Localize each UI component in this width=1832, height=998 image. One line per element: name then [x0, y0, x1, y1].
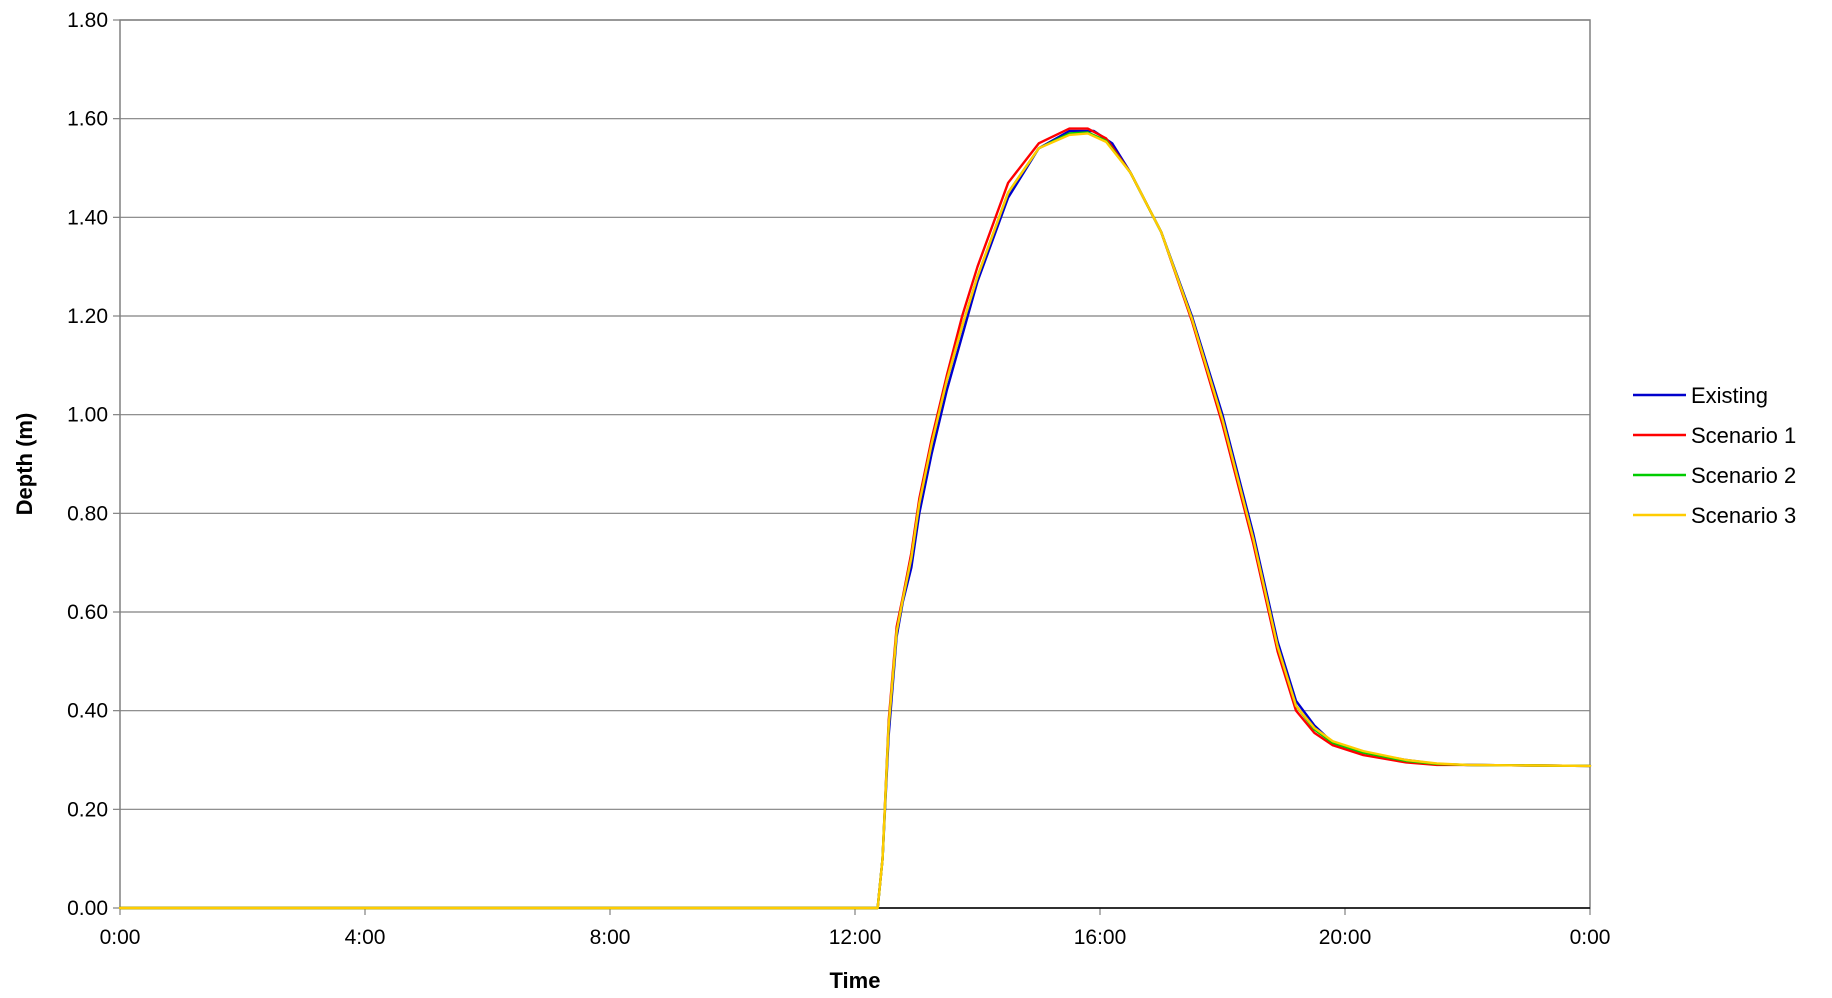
y-tick-label: 0.40 [67, 700, 108, 723]
y-tick-label: 1.00 [67, 404, 108, 427]
legend-item: Scenario 2 [1633, 463, 1796, 488]
y-axis-labels: 0.00 0.20 0.40 0.60 0.80 1.00 1.20 1.40 1.60 1.80 [67, 9, 108, 920]
y-tick-label: 1.20 [67, 305, 108, 328]
legend-label: Scenario 3 [1691, 503, 1796, 528]
y-axis-title: Depth (m) [12, 413, 37, 516]
y-tick-label: 0.00 [67, 897, 108, 920]
x-axis-labels: 0:00 4:00 8:00 12:00 16:00 20:00 0:00 [100, 926, 1611, 949]
x-tick-label: 8:00 [590, 926, 631, 949]
series-line-4 [118, 132, 1592, 910]
legend-item: Scenario 1 [1633, 423, 1796, 448]
y-tick-label: 0.20 [67, 798, 108, 821]
x-tick-label: 0:00 [100, 926, 141, 949]
x-tick-label: 16:00 [1074, 926, 1127, 949]
legend-label: Existing [1691, 383, 1768, 408]
x-tick-label: 20:00 [1319, 926, 1372, 949]
y-tick-label: 0.80 [67, 502, 108, 525]
y-tick-label: 1.60 [67, 108, 108, 131]
y-tick-label: 0.60 [67, 601, 108, 624]
legend-label: Scenario 1 [1691, 423, 1796, 448]
y-tick-label: 1.40 [67, 206, 108, 229]
x-tick-label: 12:00 [829, 926, 882, 949]
legend-item: Scenario 3 [1633, 503, 1796, 528]
y-tick-label: 1.80 [67, 9, 108, 32]
x-tick-label: 4:00 [345, 926, 386, 949]
x-axis-title: Time [830, 968, 881, 993]
x-tick-label: 0:00 [1570, 926, 1611, 949]
legend: Existing Scenario 1 Scenario 2 Scenario 3 [1633, 383, 1796, 528]
legend-label: Scenario 2 [1691, 463, 1796, 488]
legend-item: Existing [1633, 383, 1768, 408]
series-lines [118, 127, 1592, 910]
